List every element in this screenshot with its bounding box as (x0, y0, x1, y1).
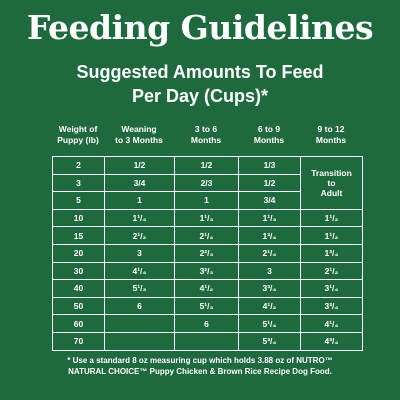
header-9-to-12: 9 to 12 Months (315, 124, 347, 145)
amount-cell: 2¹/₂ (104, 226, 175, 245)
amount-cell: 3³/₄ (300, 296, 363, 316)
weight-cell: 10 (52, 208, 105, 228)
amount-cell (104, 331, 175, 351)
amount-cell: 3 (238, 261, 301, 281)
header-6-to-9: 6 to 9 Months (253, 124, 285, 145)
amount-cell (104, 314, 175, 333)
amount-cell: 5³/₄ (238, 331, 301, 351)
table-row: 15 2¹/₂ 2¹/₄ 1³/₄ 1¹/₂ (52, 226, 363, 245)
amount-cell: 6 (174, 314, 239, 333)
weight-cell: 70 (52, 331, 105, 351)
table-row: 60 6 5¹/₄ 4¹/₄ (52, 314, 363, 333)
weight-cell: 5 (52, 191, 105, 210)
amount-cell: 1¹/₂ (300, 226, 363, 245)
amount-cell: 2¹/₄ (174, 226, 239, 245)
subtitle-line-2: Per Day (Cups)* (131, 86, 269, 106)
table-row: 70 5³/₄ 4³/₄ (52, 331, 363, 351)
table-row: 50 6 5¹/₃ 4¹/₂ 3³/₄ (52, 296, 363, 316)
amount-cell: 5¹/₃ (174, 296, 239, 316)
footnote: * Use a standard 8 oz measuring cup whic… (0, 355, 400, 377)
header-weaning: Weaning to 3 Months (115, 124, 163, 145)
amount-cell: 4³/₄ (300, 331, 363, 351)
amount-cell: 1³/₄ (238, 226, 301, 245)
amount-cell: 1³/₄ (300, 243, 363, 263)
footnote-line-2: NATURAL CHOICE™ Puppy Chicken & Brown Ri… (68, 367, 332, 376)
weight-cell: 50 (52, 296, 105, 316)
table-row: 30 4¹/₄ 3²/₃ 3 2¹/₂ (52, 261, 363, 281)
table-row: 2 1/2 1/2 1/3 Transition to Adult (52, 156, 363, 210)
weight-cell: 20 (52, 243, 105, 263)
weight-cell: 60 (52, 314, 105, 333)
amount-cell: 1¹/₄ (104, 208, 175, 228)
amount-cell: 6 (104, 296, 175, 316)
amount-cell: 2/3 (174, 173, 239, 193)
feeding-table: 2 1/2 1/2 1/3 Transition to Adult 3 3/4 2/3 1/2 5 1 1… (52, 156, 363, 351)
amount-cell: 4¹/₂ (174, 279, 239, 298)
table-row: 40 5¹/₃ 4¹/₂ 3³/₄ 3¹/₄ (52, 279, 363, 298)
transition-to-adult-cell: Transition to Adult (300, 156, 363, 210)
table-row: 10 1¹/₄ 1¹/₃ 1¹/₃ 1¹/₂ (52, 208, 363, 228)
weight-cell: 40 (52, 279, 105, 298)
amount-cell: 3³/₄ (238, 279, 301, 298)
weight-cell: 3 (52, 173, 105, 193)
amount-cell: 1 (104, 191, 175, 210)
amount-cell: 5¹/₄ (238, 314, 301, 333)
table-header: Weight of Puppy (lb) Weaning to 3 Months… (52, 124, 362, 154)
amount-cell: 3/4 (238, 191, 301, 210)
amount-cell: 5¹/₃ (104, 279, 175, 298)
amount-cell: 2²/₃ (174, 243, 239, 263)
amount-cell: 4¹/₄ (300, 314, 363, 333)
amount-cell: 1¹/₃ (174, 208, 239, 228)
amount-cell: 3¹/₄ (300, 279, 363, 298)
page-title: Feeding Guidelines (26, 8, 374, 47)
amount-cell: 1/2 (104, 156, 175, 175)
amount-cell: 1¹/₂ (300, 208, 363, 228)
amount-cell: 4¹/₄ (104, 261, 175, 281)
header-3-to-6: 3 to 6 Months (190, 124, 222, 145)
amount-cell: 2¹/₂ (300, 261, 363, 281)
header-weight: Weight of Puppy (lb) (57, 124, 99, 145)
subtitle: Suggested Amounts To Feed Per Day (Cups)… (0, 60, 400, 108)
amount-cell: 1/2 (174, 156, 239, 175)
amount-cell: 1¹/₃ (238, 208, 301, 228)
amount-cell: 1/3 (238, 156, 301, 175)
amount-cell: 3²/₃ (174, 261, 239, 281)
amount-cell: 1 (174, 191, 239, 210)
weight-cell: 30 (52, 261, 105, 281)
amount-cell: 4¹/₂ (238, 296, 301, 316)
amount-cell: 3 (104, 243, 175, 263)
footnote-line-1: * Use a standard 8 oz measuring cup whic… (67, 356, 333, 365)
weight-cell: 15 (52, 226, 105, 245)
amount-cell: 2¹/₄ (238, 243, 301, 263)
amount-cell: 1/2 (238, 173, 301, 193)
weight-cell: 2 (52, 156, 105, 175)
table-row: 20 3 2²/₃ 2¹/₄ 1³/₄ (52, 243, 363, 263)
amount-cell: 3/4 (104, 173, 175, 193)
table-row: 3 3/4 2/3 1/2 (52, 173, 363, 193)
subtitle-line-1: Suggested Amounts To Feed (76, 62, 324, 82)
amount-cell (174, 331, 239, 351)
